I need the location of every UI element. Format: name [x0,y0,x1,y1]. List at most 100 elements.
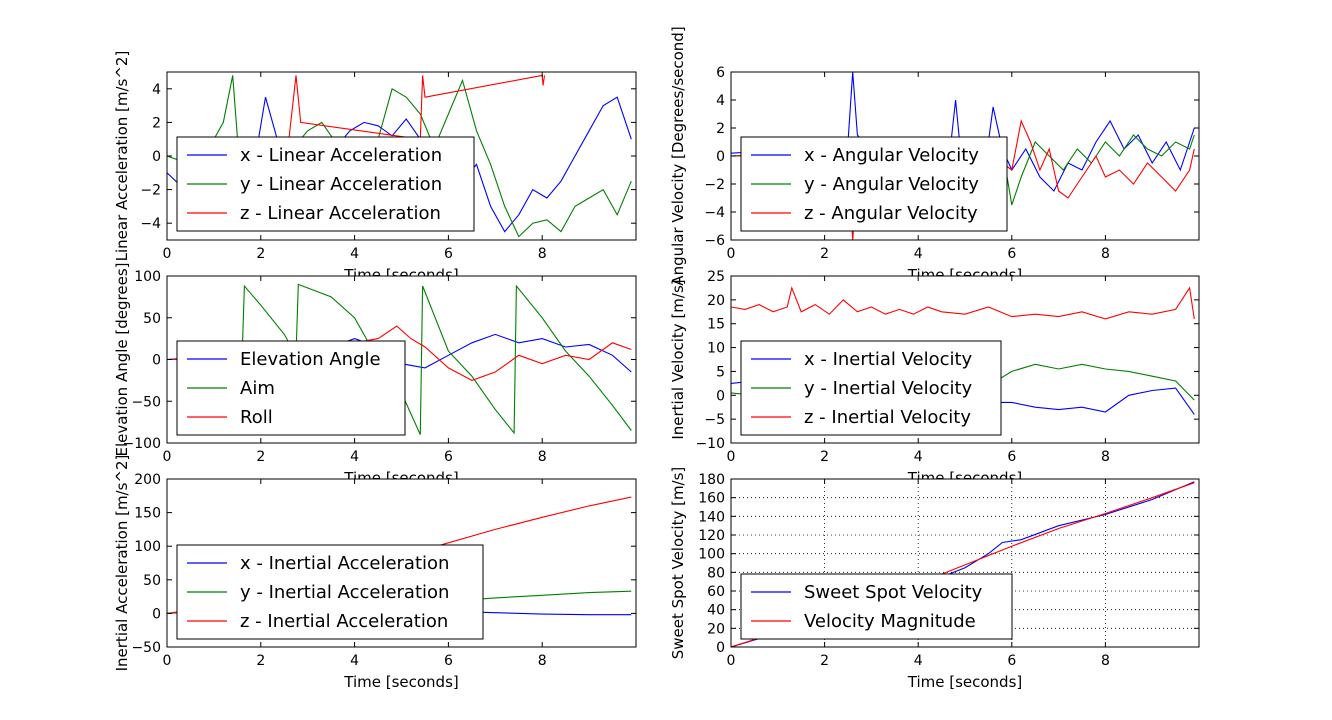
y-tick-label: −6 [704,233,725,249]
y-tick-label: −100 [123,436,161,452]
y-tick-label: 20 [707,293,725,309]
legend-label: y - Linear Acceleration [240,174,442,195]
legend-label: x - Inertial Velocity [804,349,973,370]
y-tick-label: −50 [131,394,161,410]
y-tick-label: 10 [707,341,725,357]
y-tick-label: 25 [707,269,725,285]
y-tick-label: −4 [140,216,161,232]
y-tick-label: 140 [698,509,725,525]
y-axis-label: Elevation Angle [degrees] [113,263,131,457]
x-tick-label: 6 [1007,653,1016,669]
x-tick-label: 4 [914,653,923,669]
legend-label: Velocity Magnitude [804,611,976,632]
y-tick-label: 0 [152,353,161,369]
legend: Sweet Spot Velocity Velocity Magnitude [740,573,1013,640]
x-tick-label: 4 [350,246,359,262]
legend: x - Inertial Velocity y - Inertial Veloci… [740,340,1002,436]
y-tick-label: 100 [134,539,161,555]
y-tick-label: 120 [698,528,725,544]
legend-label: Aim [240,378,275,399]
x-tick-label: 6 [444,246,453,262]
y-tick-label: 0 [152,606,161,622]
x-tick-label: 2 [256,449,265,465]
legend-label: z - Inertial Velocity [804,407,971,428]
y-tick-label: 0 [716,149,725,165]
y-tick-label: 6 [716,65,725,81]
y-tick-label: 5 [716,364,725,380]
x-tick-label: 2 [820,449,829,465]
y-tick-label: 20 [707,621,725,637]
series-line-3 [731,286,1195,320]
y-tick-label: 60 [707,584,725,600]
legend-label: x - Angular Velocity [804,145,979,166]
x-tick-label: 6 [444,653,453,669]
legend-label: y - Inertial Acceleration [240,582,449,603]
legend-label: Roll [240,407,273,428]
legend-box [176,544,484,640]
y-axis-label: Inertial Acceleration [m/s^2] [113,455,131,672]
y-axis-label: Inertial Velocity [m/s] [669,279,687,439]
x-tick-label: 0 [727,653,736,669]
legend: x - Linear Acceleration y - Linear Accele… [176,136,475,232]
legend-label: z - Inertial Acceleration [240,611,448,632]
x-tick-label: 8 [1101,449,1110,465]
x-tick-label: 6 [1007,246,1016,262]
x-tick-label: 6 [444,449,453,465]
legend: x - Inertial Acceleration y - Inertial Ac… [176,544,484,640]
y-tick-label: −2 [140,183,161,199]
x-tick-label: 0 [163,246,172,262]
axes-frame [730,275,1200,444]
y-tick-label: −5 [704,412,725,428]
x-axis-label: Time [seconds] [907,673,1023,691]
x-tick-label: 2 [256,653,265,669]
legend: x - Angular Velocity y - Angular Velocity… [740,136,1008,232]
x-tick-label: 0 [163,653,172,669]
y-tick-label: −10 [695,436,725,452]
x-axis-label: Time [seconds] [343,673,459,691]
y-tick-label: 100 [134,269,161,285]
y-tick-label: 4 [152,82,161,98]
x-tick-label: 6 [1007,449,1016,465]
x-tick-label: 8 [538,449,547,465]
axes-frame [166,478,637,648]
y-tick-label: 200 [134,472,161,488]
y-tick-label: −4 [704,205,725,221]
x-tick-label: 2 [820,246,829,262]
y-tick-label: −2 [704,177,725,193]
x-tick-label: 4 [350,449,359,465]
y-tick-label: −50 [131,640,161,656]
y-tick-label: 2 [152,115,161,131]
y-tick-label: 2 [716,121,725,137]
x-tick-label: 0 [727,449,736,465]
y-tick-label: 160 [698,491,725,507]
legend: Elevation Angle Aim Roll [176,340,406,436]
legend-label: y - Inertial Velocity [804,378,973,399]
y-axis-label: Angular Velocity [Degrees/second] [669,26,687,285]
legend-label: y - Angular Velocity [804,174,979,195]
y-tick-label: 80 [707,565,725,581]
legend-label: Elevation Angle [240,349,381,370]
legend-label: x - Inertial Acceleration [240,553,449,574]
legend-box [740,573,1013,640]
legend-label: x - Linear Acceleration [240,145,442,166]
y-tick-label: 4 [716,93,725,109]
x-tick-label: 8 [538,653,547,669]
y-tick-label: 0 [716,640,725,656]
x-tick-label: 8 [1101,653,1110,669]
x-tick-label: 0 [727,246,736,262]
axes-frame [730,478,1200,648]
y-tick-label: 180 [698,472,725,488]
y-tick-label: 50 [143,311,161,327]
x-tick-label: 2 [256,246,265,262]
y-axis-label: Linear Acceleration [m/s^2] [113,51,131,262]
y-tick-label: 40 [707,603,725,619]
x-tick-label: 8 [1101,246,1110,262]
y-tick-label: 50 [143,573,161,589]
